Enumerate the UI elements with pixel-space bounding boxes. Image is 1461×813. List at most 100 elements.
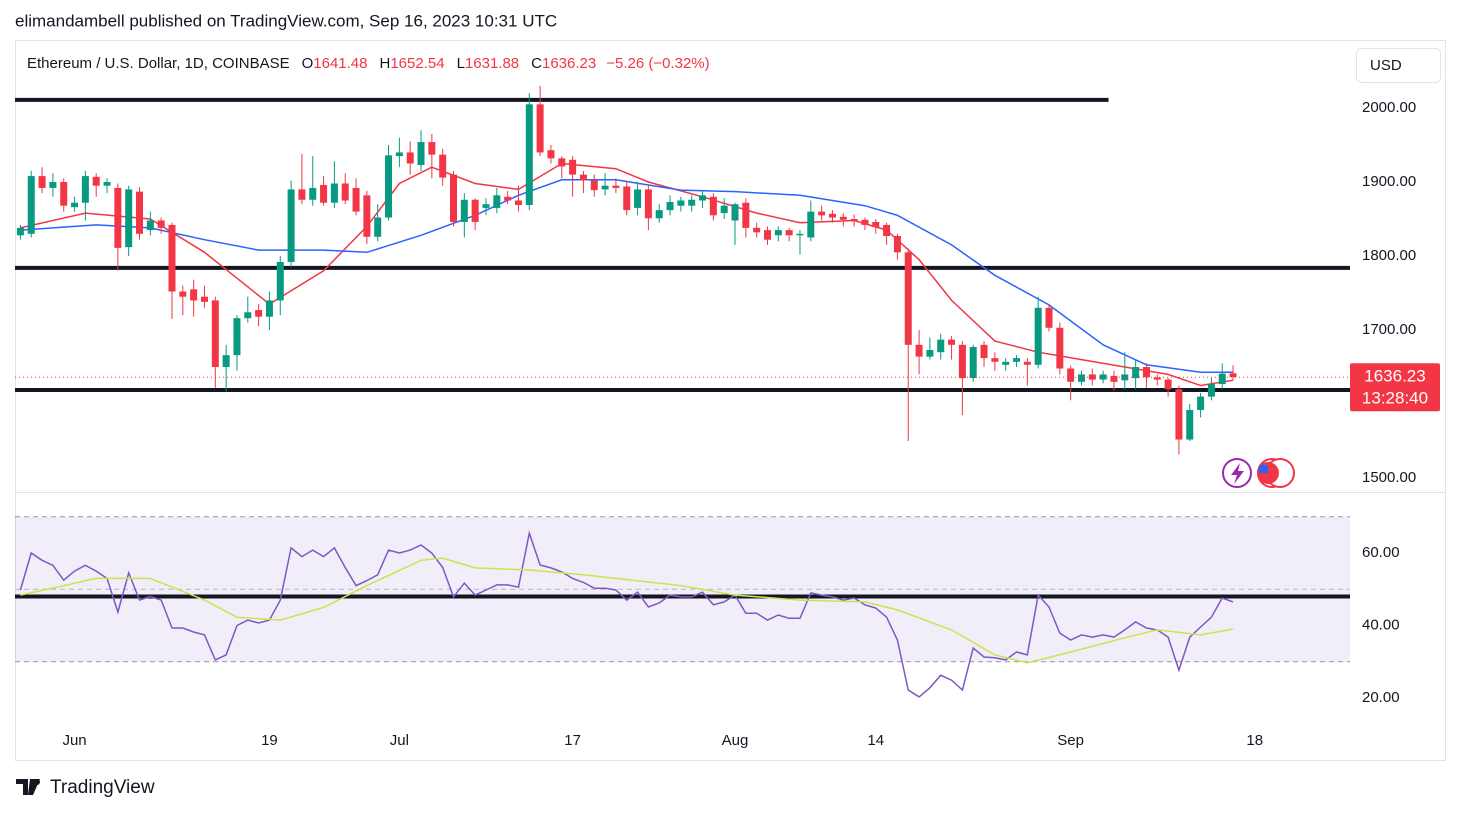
candle-body — [1142, 367, 1150, 378]
candle-body — [893, 236, 901, 253]
candle-body — [1002, 361, 1010, 365]
candle-body — [428, 142, 436, 155]
y-tick-label: 40.00 — [1362, 616, 1400, 633]
ohlc-label: C — [531, 55, 542, 72]
change: −5.26 (−0.32%) — [606, 55, 709, 72]
ohlc-label: H — [380, 55, 391, 72]
candle-body — [948, 339, 956, 345]
candle-body — [958, 344, 966, 379]
candle-body — [774, 230, 782, 236]
candle-body — [406, 152, 414, 164]
y-tick-label: 2000.00 — [1362, 99, 1416, 116]
candle-body — [666, 201, 674, 211]
candle-body — [969, 347, 977, 379]
flag-canton — [1259, 465, 1268, 473]
legend: Ethereum / U.S. Dollar, 1D, COINBASE O164… — [27, 55, 710, 72]
candle-body — [1023, 361, 1031, 365]
y-tick-label: 1900.00 — [1362, 173, 1416, 190]
candle-body — [27, 176, 35, 234]
candle-body — [1175, 389, 1183, 440]
candle-body — [644, 189, 652, 219]
candle-body — [1229, 373, 1237, 378]
candle-body — [590, 180, 598, 191]
candle-body — [385, 155, 393, 218]
candle-body — [16, 227, 24, 236]
candle-body — [1197, 396, 1205, 410]
candle-body — [81, 176, 89, 203]
candle-body — [298, 189, 306, 200]
candle-body — [861, 219, 869, 225]
candle-body — [222, 355, 230, 368]
candle-body — [1121, 374, 1129, 381]
candle-body — [504, 196, 512, 201]
candle-body — [471, 199, 479, 222]
line-series — [20, 179, 1234, 373]
y-tick-label: 1500.00 — [1362, 469, 1416, 486]
candle-body — [623, 186, 631, 211]
candle-body — [439, 154, 447, 178]
ohlc-value: 1641.48 — [313, 55, 367, 72]
candle-body — [276, 261, 284, 301]
candle-body — [200, 296, 208, 302]
candle-body — [1164, 379, 1172, 390]
candle-body — [168, 224, 176, 292]
candle-body — [179, 291, 187, 297]
candle-body — [1045, 307, 1053, 328]
candle-body — [244, 312, 252, 319]
candle-body — [417, 142, 425, 165]
brand: TradingView — [50, 777, 155, 798]
candle-body — [699, 195, 707, 201]
candle-body — [915, 344, 923, 357]
candle-body — [1067, 368, 1075, 382]
currency-button[interactable] — [1356, 48, 1441, 83]
candle-body — [655, 210, 663, 219]
logo-dot — [34, 779, 40, 785]
candle-body — [785, 230, 793, 236]
candle-body — [1186, 409, 1194, 440]
candle-body — [601, 185, 609, 190]
currency[interactable]: USD — [1370, 57, 1402, 74]
candle-body — [525, 104, 533, 205]
candle-body — [255, 310, 263, 317]
candle-body — [92, 176, 100, 186]
candle-body — [190, 289, 198, 301]
candle-body — [742, 202, 750, 228]
candle-body — [763, 230, 771, 240]
candle-body — [60, 182, 68, 206]
candle-body — [720, 205, 728, 214]
candle-body — [1153, 377, 1161, 380]
candle-body — [211, 300, 219, 368]
candle-body — [1132, 367, 1140, 379]
candle-body — [558, 158, 566, 167]
candle-body — [937, 339, 945, 353]
candle-body — [49, 182, 57, 188]
candle-body — [157, 220, 165, 228]
candle-body — [731, 204, 739, 221]
candle-body — [1110, 375, 1118, 382]
ohlc-label: O — [302, 55, 314, 72]
candle-body — [796, 233, 804, 236]
candle-body — [1207, 384, 1215, 397]
event-icons[interactable] — [1222, 458, 1295, 488]
candle-body — [688, 199, 696, 206]
candle-body — [450, 174, 458, 222]
y-tick-label: 1700.00 — [1362, 321, 1416, 338]
candle-body — [114, 187, 122, 248]
x-tick-label: Aug — [722, 732, 749, 749]
y-tick-label: 20.00 — [1362, 689, 1400, 706]
candle-body — [991, 358, 999, 362]
candle-body — [287, 189, 295, 262]
candle-body — [330, 183, 338, 203]
candle-body — [265, 300, 273, 317]
candle-body — [904, 252, 912, 345]
candle-body — [38, 176, 46, 188]
candle-body — [1056, 327, 1064, 369]
candle-body — [320, 184, 328, 203]
candle-body — [233, 318, 241, 356]
y-tick-label: 1800.00 — [1362, 247, 1416, 264]
candle-body — [136, 191, 144, 234]
candle-body — [309, 187, 317, 200]
candle-body — [482, 204, 490, 208]
candle-body — [634, 189, 642, 208]
